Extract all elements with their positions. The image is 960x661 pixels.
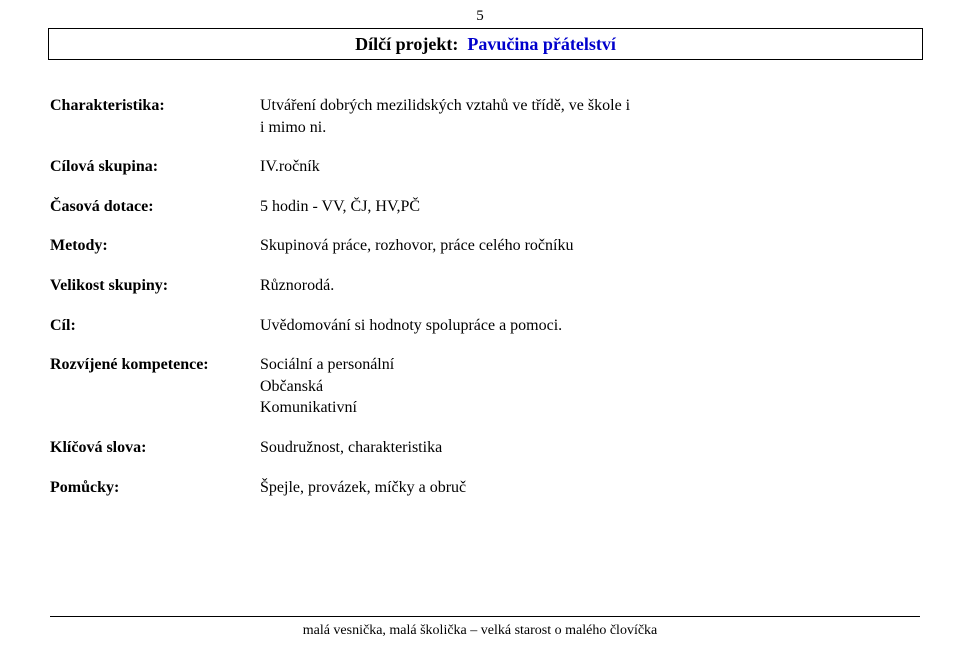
value-rozvijene-kompetence-line1: Sociální a personální xyxy=(260,354,920,376)
value-rozvijene-kompetence-line3: Komunikativní xyxy=(260,397,920,419)
value-cilova-skupina: IV.ročník xyxy=(260,156,920,178)
value-metody: Skupinová práce, rozhovor, práce celého … xyxy=(260,235,920,257)
label-casova-dotace: Časová dotace: xyxy=(50,196,260,218)
row-pomucky: Pomůcky: Špejle, provázek, míčky a obruč xyxy=(50,477,920,499)
label-rozvijene-kompetence: Rozvíjené kompetence: xyxy=(50,354,260,376)
row-rozvijene-kompetence: Rozvíjené kompetence: Sociální a personá… xyxy=(50,354,920,419)
definition-list: Charakteristika: Utváření dobrých mezili… xyxy=(50,95,920,516)
label-metody: Metody: xyxy=(50,235,260,257)
label-klicova-slova: Klíčová slova: xyxy=(50,437,260,459)
banner-label: Dílčí projekt: xyxy=(355,34,458,55)
label-cil: Cíl: xyxy=(50,315,260,337)
row-metody: Metody: Skupinová práce, rozhovor, práce… xyxy=(50,235,920,257)
label-velikost-skupiny: Velikost skupiny: xyxy=(50,275,260,297)
value-pomucky: Špejle, provázek, míčky a obruč xyxy=(260,477,920,499)
value-rozvijene-kompetence: Sociální a personální Občanská Komunikat… xyxy=(260,354,920,419)
value-charakteristika: Utváření dobrých mezilidských vztahů ve … xyxy=(260,95,920,138)
row-casova-dotace: Časová dotace: 5 hodin - VV, ČJ, HV,PČ xyxy=(50,196,920,218)
label-charakteristika: Charakteristika: xyxy=(50,95,260,117)
row-cilova-skupina: Cílová skupina: IV.ročník xyxy=(50,156,920,178)
row-charakteristika: Charakteristika: Utváření dobrých mezili… xyxy=(50,95,920,138)
value-klicova-slova: Soudružnost, charakteristika xyxy=(260,437,920,459)
spacer xyxy=(458,34,467,55)
row-cil: Cíl: Uvědomování si hodnoty spolupráce a… xyxy=(50,315,920,337)
banner-title: Pavučina přátelství xyxy=(467,34,616,55)
value-cil: Uvědomování si hodnoty spolupráce a pomo… xyxy=(260,315,920,337)
value-velikost-skupiny: Různorodá. xyxy=(260,275,920,297)
label-pomucky: Pomůcky: xyxy=(50,477,260,499)
value-charakteristika-line1: Utváření dobrých mezilidských vztahů ve … xyxy=(260,95,920,117)
footer-text: malá vesnička, malá školička – velká sta… xyxy=(0,623,960,639)
label-cilova-skupina: Cílová skupina: xyxy=(50,156,260,178)
value-casova-dotace: 5 hodin - VV, ČJ, HV,PČ xyxy=(260,196,920,218)
row-velikost-skupiny: Velikost skupiny: Různorodá. xyxy=(50,275,920,297)
row-klicova-slova: Klíčová slova: Soudružnost, charakterist… xyxy=(50,437,920,459)
value-rozvijene-kompetence-line2: Občanská xyxy=(260,376,920,398)
footer-divider xyxy=(50,616,920,617)
value-charakteristika-line2: i mimo ni. xyxy=(260,117,920,139)
project-banner: Dílčí projekt: Pavučina přátelství xyxy=(48,28,923,60)
page-number: 5 xyxy=(0,8,960,25)
